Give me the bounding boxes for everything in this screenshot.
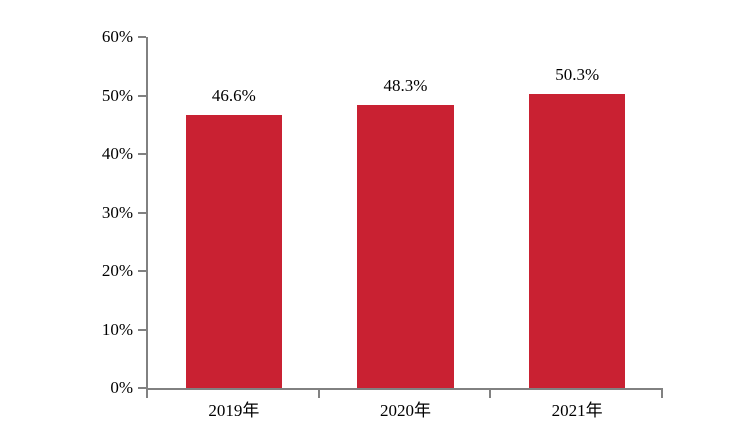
x-tick-mark <box>661 390 663 398</box>
y-tick-mark <box>138 211 146 214</box>
x-tick-mark <box>489 390 492 398</box>
y-tick-label: 30% <box>101 202 133 222</box>
y-tick-mark <box>138 94 146 97</box>
x-tick-mark <box>146 390 148 398</box>
bar-2021年 <box>529 93 626 388</box>
y-tick-label: 50% <box>101 85 133 105</box>
bar-value-label: 46.6% <box>211 86 256 106</box>
bar-2019年 <box>185 115 282 388</box>
y-tick-mark <box>138 153 146 155</box>
y-tick-label: 20% <box>101 261 133 280</box>
y-tick-mark <box>138 387 146 389</box>
bar-value-label: 50.3% <box>555 64 600 84</box>
bar-value-label: 48.3% <box>383 76 428 96</box>
x-axis-category-label: 2021年 <box>551 401 603 420</box>
x-tick-mark <box>317 390 320 398</box>
y-tick-label: 40% <box>101 144 133 163</box>
x-axis <box>146 388 663 390</box>
y-tick-mark <box>138 328 146 331</box>
y-tick-label: 10% <box>101 319 133 339</box>
y-axis <box>146 37 148 390</box>
x-axis-category-label: 2019年 <box>208 401 260 420</box>
y-tick-mark <box>138 36 146 38</box>
y-tick-label: 0% <box>110 378 133 397</box>
x-axis-category-label: 2020年 <box>380 401 431 420</box>
y-tick-label: 60% <box>101 27 133 46</box>
bar-2020年 <box>357 105 454 388</box>
y-tick-mark <box>138 270 146 272</box>
